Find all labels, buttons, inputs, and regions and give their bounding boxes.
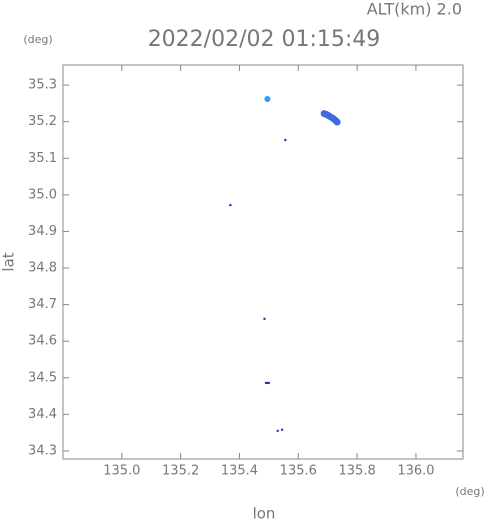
point <box>333 118 341 126</box>
altitude-label: ALT(km) 2.0 <box>367 0 462 19</box>
x-axis-label: lon <box>253 505 276 521</box>
y-tick-label: 34.4 <box>28 407 57 422</box>
y-axis-label: lat <box>0 252 18 271</box>
x-unit: (deg) <box>455 485 484 498</box>
y-tick-label: 34.3 <box>28 443 57 458</box>
x-tick-label: 136.0 <box>397 464 434 479</box>
y-unit: (deg) <box>23 33 52 46</box>
chart-title: 2022/02/02 01:15:49 <box>148 27 381 52</box>
y-tick-label: 34.7 <box>28 297 57 312</box>
y-tick-label: 35.2 <box>28 114 57 129</box>
y-tick-label: 35.0 <box>28 187 57 202</box>
point <box>229 203 232 207</box>
point <box>267 381 271 385</box>
y-tick-label: 34.9 <box>28 224 57 239</box>
point <box>284 138 287 142</box>
x-tick-label: 135.0 <box>103 464 140 479</box>
point <box>263 317 266 321</box>
point <box>276 429 279 433</box>
y-tick-label: 34.6 <box>28 334 57 349</box>
y-tick-label: 35.1 <box>28 151 57 166</box>
point <box>280 428 284 431</box>
x-tick-label: 135.4 <box>221 464 258 479</box>
y-tick-label: 34.8 <box>28 261 57 276</box>
y-tick-label: 35.3 <box>28 78 57 93</box>
x-tick-label: 135.8 <box>339 464 376 479</box>
x-tick-label: 135.6 <box>280 464 317 479</box>
point <box>264 96 271 103</box>
plot-frame <box>62 64 464 460</box>
y-tick-label: 34.5 <box>28 370 57 385</box>
x-tick-label: 135.2 <box>162 464 199 479</box>
